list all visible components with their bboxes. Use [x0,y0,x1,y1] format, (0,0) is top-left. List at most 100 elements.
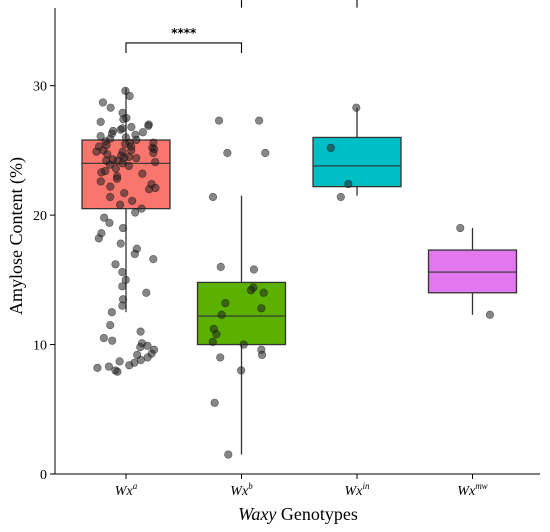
data-point [136,327,145,336]
data-point [239,340,248,349]
data-point [149,148,158,158]
significance-brackets: ******* [125,0,358,53]
data-point [125,361,134,370]
data-point [344,179,353,189]
data-point [336,192,345,202]
data-point [118,124,127,133]
data-point [118,223,128,233]
data-point [133,350,142,360]
x-axis-title: Waxy Genotypes [238,504,358,524]
y-tick-label: 0 [40,468,47,483]
data-point [99,333,109,343]
data-point [221,299,230,308]
data-point [224,450,233,459]
y-tick-label: 20 [33,209,47,224]
data-point [118,267,127,277]
data-point [132,154,141,163]
data-point [151,183,160,193]
data-point [96,177,105,186]
data-point [111,260,120,269]
x-tick-label: Wxb [230,481,253,499]
box-group [81,88,518,455]
data-point [485,310,495,319]
data-point [106,192,115,202]
data-point [124,161,133,171]
data-point [119,115,128,124]
data-point [136,343,145,352]
data-point [121,275,130,284]
data-point [216,353,225,362]
data-point [106,103,115,112]
data-point [144,121,153,130]
y-axis-title: Amylose Content (%) [6,157,27,315]
data-point [257,304,266,313]
data-point [128,196,137,205]
data-point [257,350,267,360]
data-point [120,189,129,198]
data-point [104,362,114,371]
data-point [143,341,152,350]
data-point [127,122,136,132]
data-point [111,164,120,173]
data-point [208,337,217,347]
data-point [118,282,127,291]
data-point [210,398,219,407]
jitter-points [92,86,495,459]
data-point [115,357,124,366]
data-point [100,213,109,222]
data-point [106,321,115,330]
x-axis-title-italic: Waxy [238,504,276,524]
data-point [149,138,158,147]
data-point [131,208,140,217]
data-point [97,168,106,177]
y-tick-label: 30 [33,80,47,95]
data-point [149,255,158,264]
data-point [108,336,117,345]
data-point [216,262,225,271]
data-point [261,148,270,158]
box-body [312,136,402,188]
data-point [98,98,108,107]
box-body [427,249,518,294]
data-point [142,288,151,297]
data-point [137,204,146,213]
data-point [113,367,122,376]
box-1 [196,195,287,455]
axes: 0 10 20 30 Wxa Wxb Wxin Wxmw [33,8,540,499]
data-point [259,288,268,297]
data-point [143,353,152,362]
data-point [326,143,335,152]
data-point [247,286,256,295]
data-point [96,132,105,141]
data-point [138,169,147,178]
x-tick-label: Wxmw [457,481,487,499]
data-point [96,117,105,127]
data-point [151,157,160,167]
box-3 [427,228,518,315]
data-point [93,363,102,372]
data-point [106,182,115,191]
data-point [105,160,115,169]
data-point [249,265,259,274]
box-body [196,281,287,346]
data-point [212,330,221,339]
data-point [138,128,147,137]
significance-label: **** [171,26,197,40]
data-point [130,249,139,259]
data-point [120,154,129,163]
data-point [125,91,134,101]
box-2 [312,107,402,196]
data-point [116,239,125,248]
data-point [237,366,246,375]
data-point [352,103,361,112]
x-tick-label: Wxin [345,481,370,499]
data-point [116,200,125,209]
data-point [127,146,136,155]
data-point [208,192,218,202]
data-point [214,116,224,125]
data-point [217,310,226,319]
data-point [107,129,117,138]
x-axis-title-rest: Genotypes [276,504,357,524]
significance-bracket [125,42,243,53]
